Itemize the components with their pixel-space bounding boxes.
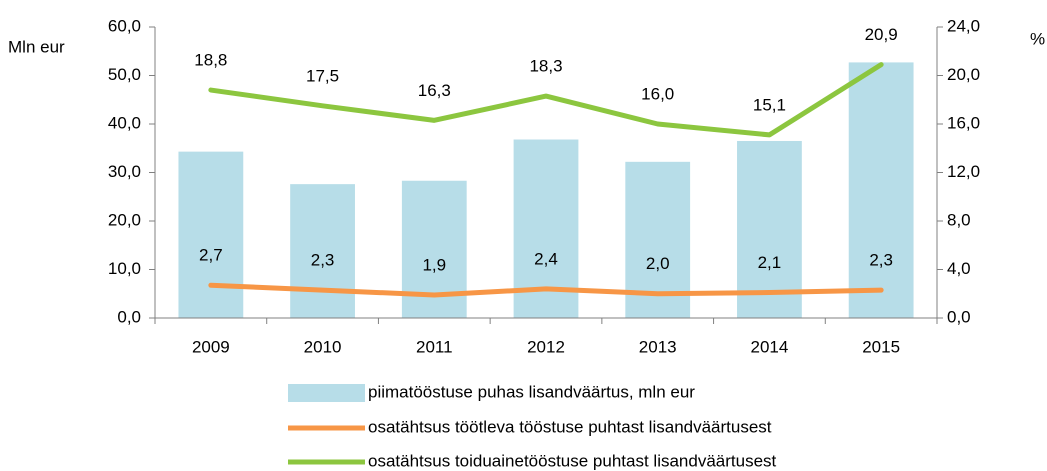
- data-label: 2,3: [311, 251, 335, 270]
- data-label: 15,1: [753, 95, 786, 114]
- y2-axis-label: %: [1030, 29, 1045, 48]
- y-tick-label: 30,0: [108, 162, 141, 181]
- data-label: 16,3: [418, 81, 451, 100]
- bar: [737, 140, 802, 318]
- data-label: 2,1: [758, 253, 782, 272]
- bar: [178, 151, 244, 318]
- y2-tick-label: 20,0: [947, 65, 980, 84]
- y2-tick-label: 4,0: [947, 259, 971, 278]
- y-axis-label: Mln eur: [8, 37, 65, 56]
- x-tick-label: 2009: [192, 337, 230, 356]
- y-tick-label: 20,0: [108, 210, 141, 229]
- y-tick-label: 40,0: [108, 113, 141, 132]
- legend-label: piimatööstuse puhas lisandväärtus, mln e…: [368, 382, 695, 401]
- legend-label: osatähtsus toiduainetööstuse puhtast lis…: [368, 451, 777, 470]
- x-tick-label: 2014: [751, 337, 789, 356]
- y-tick-label: 60,0: [108, 16, 141, 35]
- y2-tick-label: 0,0: [947, 307, 971, 326]
- data-label: 20,9: [865, 25, 898, 44]
- bar: [848, 62, 914, 318]
- x-tick-label: 2012: [527, 337, 565, 356]
- y2-tick-label: 16,0: [947, 113, 980, 132]
- y-tick-label: 10,0: [108, 259, 141, 278]
- data-label: 2,4: [534, 249, 558, 268]
- x-tick-label: 2011: [416, 337, 453, 356]
- data-label: 18,3: [529, 57, 562, 76]
- legend-swatch: [288, 384, 365, 402]
- y-tick-label: 0,0: [117, 307, 141, 326]
- y2-tick-label: 8,0: [947, 210, 971, 229]
- y2-tick-label: 24,0: [947, 16, 980, 35]
- data-label: 18,8: [194, 51, 227, 70]
- x-tick-label: 2013: [639, 337, 677, 356]
- line: [208, 62, 884, 138]
- data-label: 2,3: [869, 251, 893, 270]
- data-label: 2,7: [199, 246, 223, 265]
- y2-tick-label: 12,0: [947, 162, 980, 181]
- data-label: 16,0: [641, 84, 674, 103]
- y-tick-label: 50,0: [108, 65, 141, 84]
- data-label: 2,0: [646, 254, 670, 273]
- bar: [290, 184, 355, 318]
- line: [208, 282, 884, 298]
- x-tick-label: 2015: [862, 337, 900, 356]
- data-label: 17,5: [306, 66, 339, 85]
- x-tick-label: 2010: [304, 337, 342, 356]
- data-label: 1,9: [422, 255, 446, 274]
- legend-label: osatähtsus töötleva tööstuse puhtast lis…: [368, 417, 772, 436]
